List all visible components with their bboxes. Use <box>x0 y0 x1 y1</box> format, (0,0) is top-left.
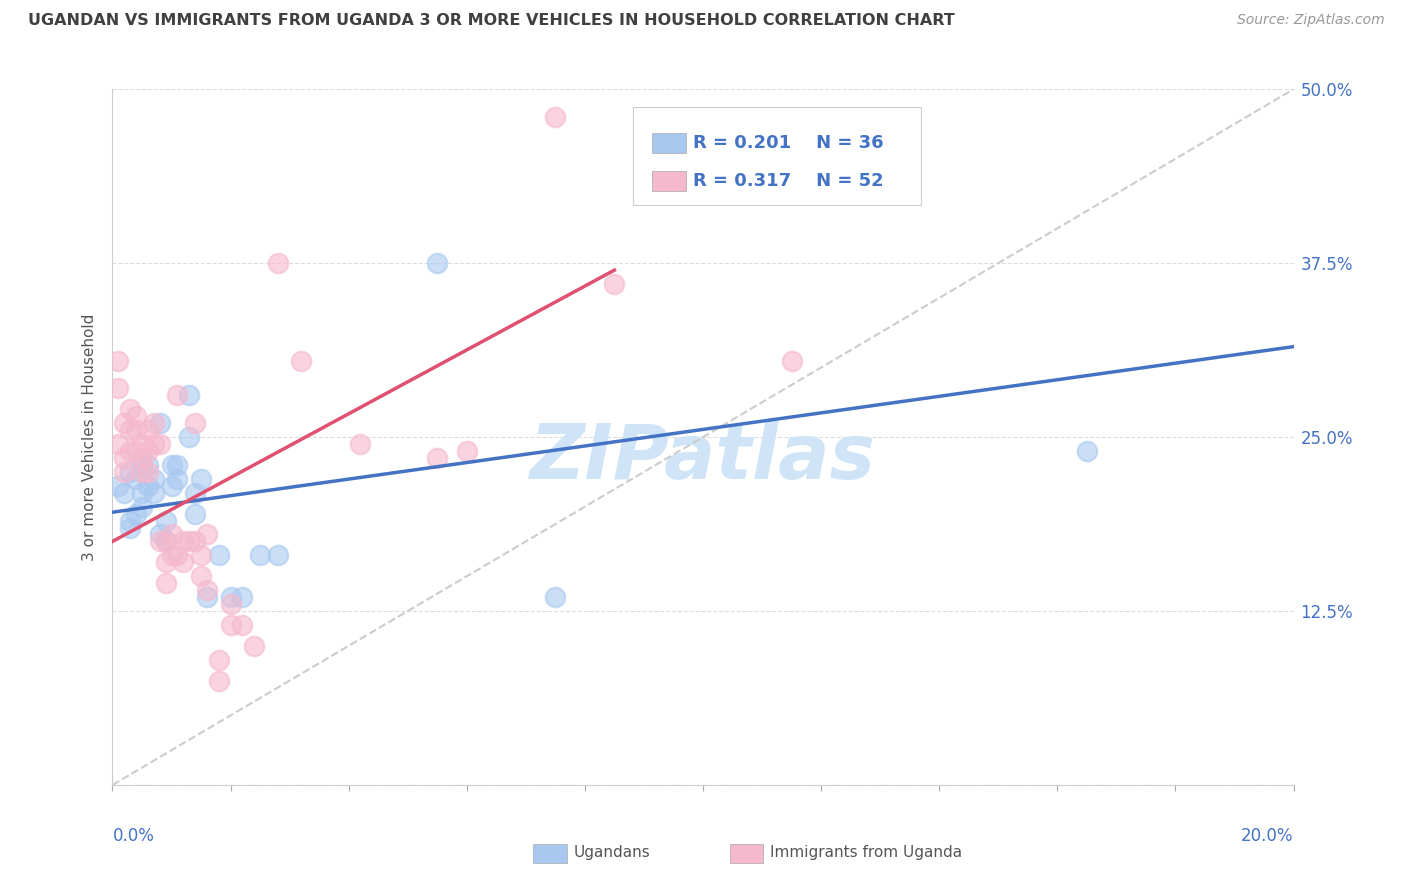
Point <box>112 416 135 430</box>
Point <box>544 590 567 604</box>
Point <box>160 458 183 472</box>
Point <box>155 534 177 549</box>
Point <box>112 465 135 479</box>
Point <box>249 549 271 563</box>
Point <box>149 437 172 451</box>
Point <box>184 485 207 500</box>
Point <box>208 549 231 563</box>
Text: Source: ZipAtlas.com: Source: ZipAtlas.com <box>1237 13 1385 28</box>
Point <box>219 597 242 611</box>
Point <box>142 485 165 500</box>
Point <box>160 479 183 493</box>
Point <box>349 437 371 451</box>
Point <box>544 110 567 124</box>
Point <box>1076 444 1098 458</box>
Point <box>166 388 188 402</box>
Point <box>172 534 194 549</box>
Point <box>190 569 212 583</box>
Point <box>155 576 177 591</box>
Point <box>166 458 188 472</box>
Point <box>267 549 290 563</box>
Point <box>179 430 201 444</box>
Point <box>142 437 165 451</box>
Point <box>131 500 153 514</box>
Point <box>160 549 183 563</box>
Point <box>131 465 153 479</box>
Point <box>131 437 153 451</box>
Point <box>125 472 148 486</box>
Point <box>149 416 172 430</box>
Point <box>107 479 129 493</box>
Point <box>120 444 142 458</box>
Text: R = 0.317    N = 52: R = 0.317 N = 52 <box>693 172 884 190</box>
Text: UGANDAN VS IMMIGRANTS FROM UGANDA 3 OR MORE VEHICLES IN HOUSEHOLD CORRELATION CH: UGANDAN VS IMMIGRANTS FROM UGANDA 3 OR M… <box>28 13 955 29</box>
Point <box>125 444 148 458</box>
Point <box>142 416 165 430</box>
Text: Immigrants from Uganda: Immigrants from Uganda <box>770 846 963 860</box>
Point <box>107 381 129 395</box>
Text: ZIPatlas: ZIPatlas <box>530 421 876 495</box>
Point <box>155 514 177 528</box>
Point <box>107 353 129 368</box>
Point <box>136 458 159 472</box>
Point <box>426 450 449 465</box>
Point <box>456 444 478 458</box>
Point <box>231 618 253 632</box>
Point <box>219 618 242 632</box>
Text: 20.0%: 20.0% <box>1241 827 1294 845</box>
Point <box>179 388 201 402</box>
Point <box>112 485 135 500</box>
Point <box>131 450 153 465</box>
Point <box>120 465 142 479</box>
Text: R = 0.201    N = 36: R = 0.201 N = 36 <box>693 134 884 152</box>
Point <box>184 534 207 549</box>
Point <box>136 479 159 493</box>
Point <box>290 353 312 368</box>
Point <box>155 534 177 549</box>
Point <box>426 256 449 270</box>
Point <box>112 450 135 465</box>
Point <box>780 353 803 368</box>
Point <box>120 520 142 534</box>
Point <box>208 653 231 667</box>
Point <box>195 527 218 541</box>
Y-axis label: 3 or more Vehicles in Household: 3 or more Vehicles in Household <box>82 313 97 561</box>
Point <box>190 549 212 563</box>
Point <box>120 423 142 437</box>
Point <box>195 583 218 598</box>
Point <box>190 472 212 486</box>
Point <box>125 507 148 521</box>
Point <box>231 590 253 604</box>
Point <box>243 639 266 653</box>
Point <box>149 534 172 549</box>
Point <box>195 590 218 604</box>
Point <box>131 458 153 472</box>
Point <box>120 514 142 528</box>
Text: 0.0%: 0.0% <box>112 827 155 845</box>
Point <box>125 409 148 424</box>
Point <box>208 673 231 688</box>
Point <box>172 555 194 569</box>
Point <box>267 256 290 270</box>
Point <box>166 549 188 563</box>
Point <box>131 485 153 500</box>
Point <box>142 472 165 486</box>
Point <box>155 555 177 569</box>
Point <box>107 437 129 451</box>
Point <box>136 465 159 479</box>
Point <box>603 277 626 291</box>
Point <box>125 423 148 437</box>
Point <box>184 507 207 521</box>
Point <box>166 472 188 486</box>
Point <box>184 416 207 430</box>
Point <box>149 527 172 541</box>
Point <box>120 402 142 417</box>
Point <box>179 534 201 549</box>
Point <box>219 590 242 604</box>
Text: Ugandans: Ugandans <box>574 846 651 860</box>
Point <box>136 423 159 437</box>
Point <box>160 527 183 541</box>
Point <box>136 444 159 458</box>
